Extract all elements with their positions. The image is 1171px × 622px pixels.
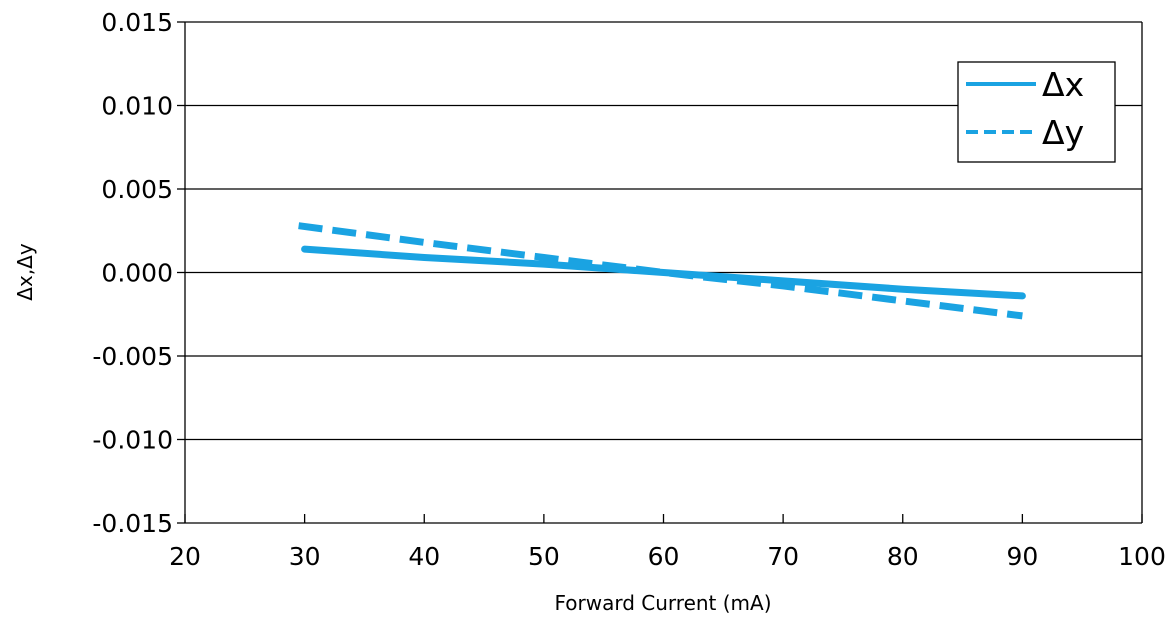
x-tick-label: 100	[1118, 542, 1166, 571]
legend-box	[957, 61, 1116, 163]
x-tick-label: 80	[887, 542, 919, 571]
y-tick-label: 0.010	[101, 92, 173, 121]
y-tick-label: 0.005	[101, 175, 173, 204]
x-tick-label: 90	[1006, 542, 1038, 571]
legend-label-dy: Δy	[1042, 113, 1084, 152]
legend-label-dx: Δx	[1042, 65, 1084, 104]
y-tick-label: -0.010	[92, 426, 173, 455]
legend: Δx Δy	[957, 61, 1116, 163]
x-axis-title: Forward Current (mA)	[554, 591, 771, 615]
x-tick-label: 20	[169, 542, 201, 571]
x-tick-label: 30	[289, 542, 321, 571]
y-tick-label: -0.015	[92, 509, 173, 538]
x-tick-label: 60	[648, 542, 680, 571]
y-tick-label: 0.000	[101, 259, 173, 288]
y-axis-title: Δx,Δy	[13, 243, 37, 301]
series-line-dx	[301, 245, 1026, 300]
x-tick-label: 40	[408, 542, 440, 571]
y-tick-label: 0.015	[101, 8, 173, 37]
x-tick-label: 50	[528, 542, 560, 571]
series-layer	[298, 222, 1026, 320]
grid-lines	[185, 21, 1142, 524]
y-tick-label: -0.005	[92, 342, 173, 371]
y-axis-ticks: 0.015 0.010 0.005 0.000 -0.005 -0.010 -0.015	[92, 8, 185, 538]
x-tick-label: 70	[767, 542, 799, 571]
x-axis-ticks: 20 30 40 50 60 70 80 90 100	[169, 514, 1166, 571]
